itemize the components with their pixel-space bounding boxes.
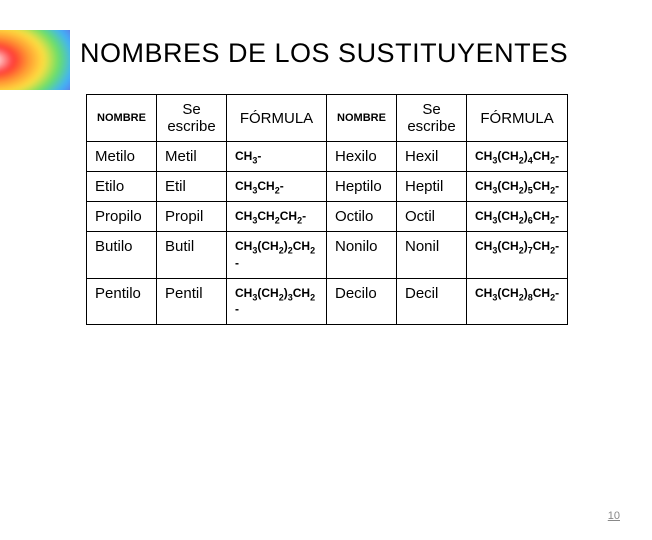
table-row: MetiloMetilCH3-HexiloHexilCH3(CH2)4CH2-	[87, 142, 568, 172]
cell-formula: CH3CH2CH2-	[227, 202, 327, 232]
col-header-nombre: NOMBRE	[87, 95, 157, 142]
cell-nombre: Metilo	[87, 142, 157, 172]
cell-formula: CH3(CH2)8CH2-	[467, 278, 568, 325]
cell-nombre: Heptilo	[327, 172, 397, 202]
cell-escribe: Heptil	[397, 172, 467, 202]
cell-formula: CH3CH2-	[227, 172, 327, 202]
cell-formula: CH3(CH2)7CH2-	[467, 232, 568, 279]
cell-nombre: Nonilo	[327, 232, 397, 279]
table-row: PropiloPropilCH3CH2CH2-OctiloOctilCH3(CH…	[87, 202, 568, 232]
page-number: 10	[608, 510, 620, 522]
col-header-formula: FÓRMULA	[227, 95, 327, 142]
cell-formula: CH3-	[227, 142, 327, 172]
rainbow-accent	[0, 30, 70, 90]
cell-escribe: Metil	[157, 142, 227, 172]
table-header-row: NOMBRE Se escribe FÓRMULA NOMBRE Se escr…	[87, 95, 568, 142]
cell-escribe: Etil	[157, 172, 227, 202]
cell-nombre: Propilo	[87, 202, 157, 232]
page-title: NOMBRES DE LOS SUSTITUYENTES	[80, 38, 568, 69]
cell-nombre: Decilo	[327, 278, 397, 325]
table-row: ButiloButilCH3(CH2)2CH2 -NoniloNonilCH3(…	[87, 232, 568, 279]
cell-escribe: Butil	[157, 232, 227, 279]
table-row: PentiloPentilCH3(CH2)3CH2 -DeciloDecilCH…	[87, 278, 568, 325]
col-header-nombre: NOMBRE	[327, 95, 397, 142]
cell-nombre: Butilo	[87, 232, 157, 279]
cell-nombre: Etilo	[87, 172, 157, 202]
cell-escribe: Octil	[397, 202, 467, 232]
col-header-escribe: Se escribe	[397, 95, 467, 142]
col-header-escribe: Se escribe	[157, 95, 227, 142]
cell-escribe: Nonil	[397, 232, 467, 279]
cell-escribe: Propil	[157, 202, 227, 232]
substituents-table: NOMBRE Se escribe FÓRMULA NOMBRE Se escr…	[86, 94, 568, 325]
cell-formula: CH3(CH2)2CH2 -	[227, 232, 327, 279]
cell-escribe: Pentil	[157, 278, 227, 325]
cell-nombre: Octilo	[327, 202, 397, 232]
table-row: EtiloEtilCH3CH2-HeptiloHeptilCH3(CH2)5CH…	[87, 172, 568, 202]
cell-formula: CH3(CH2)5CH2-	[467, 172, 568, 202]
col-header-formula: FÓRMULA	[467, 95, 568, 142]
cell-nombre: Pentilo	[87, 278, 157, 325]
cell-formula: CH3(CH2)3CH2 -	[227, 278, 327, 325]
cell-escribe: Decil	[397, 278, 467, 325]
cell-nombre: Hexilo	[327, 142, 397, 172]
cell-formula: CH3(CH2)6CH2-	[467, 202, 568, 232]
cell-escribe: Hexil	[397, 142, 467, 172]
cell-formula: CH3(CH2)4CH2-	[467, 142, 568, 172]
